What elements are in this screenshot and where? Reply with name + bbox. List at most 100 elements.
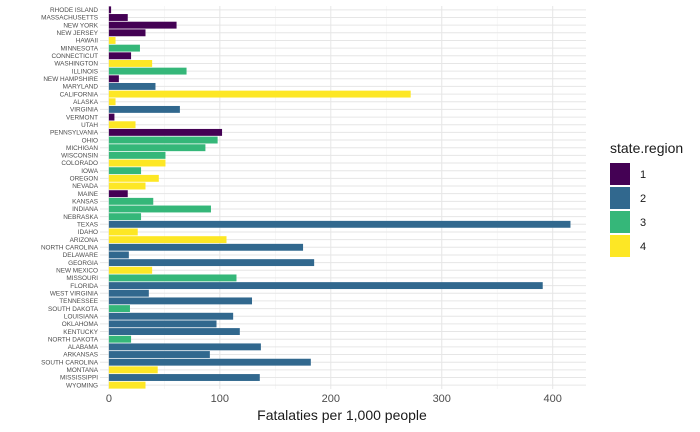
category-label: HAWAII bbox=[76, 38, 98, 45]
bar-maine bbox=[108, 190, 128, 198]
bar-arizona bbox=[108, 236, 227, 244]
bar-south-dakota bbox=[108, 305, 130, 313]
bar-utah bbox=[108, 121, 136, 129]
legend-label: 3 bbox=[640, 217, 646, 229]
legend-items: 1 2 3 4 bbox=[610, 163, 646, 257]
category-label: COLORADO bbox=[61, 160, 98, 167]
category-label: KENTUCKY bbox=[63, 329, 99, 336]
category-label: NEW JERSEY bbox=[56, 30, 98, 37]
legend-swatch bbox=[610, 235, 630, 257]
bar-rhode-island bbox=[108, 6, 112, 14]
category-label: TEXAS bbox=[77, 222, 98, 229]
bar-montana bbox=[108, 366, 158, 374]
bar-tennessee bbox=[108, 297, 253, 305]
category-label: MISSISSIPPI bbox=[60, 375, 98, 382]
bar-wyoming bbox=[108, 381, 146, 389]
bar-massachusetts bbox=[108, 14, 128, 21]
category-label: OREGON bbox=[70, 176, 99, 183]
bar-nebraska bbox=[108, 213, 142, 221]
bar-missouri bbox=[108, 274, 237, 282]
bar-arkansas bbox=[108, 351, 210, 358]
bar-connecticut bbox=[108, 52, 132, 60]
bar-iowa bbox=[108, 167, 142, 175]
category-label: IDAHO bbox=[78, 229, 98, 236]
category-label: CALIFORNIA bbox=[60, 91, 99, 98]
bar-kentucky bbox=[108, 328, 240, 335]
category-label: NORTH DAKOTA bbox=[48, 336, 99, 343]
bar-minnesota bbox=[108, 44, 140, 52]
category-label: NEVADA bbox=[72, 183, 99, 190]
legend: state.region 1 2 3 4 bbox=[610, 140, 683, 257]
category-label: WASHINGTON bbox=[54, 61, 98, 68]
bar-ohio bbox=[108, 136, 218, 144]
bar-south-carolina bbox=[108, 358, 311, 366]
category-label: MARYLAND bbox=[63, 84, 99, 91]
category-label: ILLINOIS bbox=[72, 68, 98, 75]
bar-vermont bbox=[108, 113, 115, 121]
bar-oregon bbox=[108, 174, 159, 182]
legend-swatch bbox=[610, 163, 630, 185]
category-label: KANSAS bbox=[72, 199, 98, 206]
bar-new-mexico bbox=[108, 266, 153, 274]
bar-indiana bbox=[108, 205, 211, 213]
category-label: UTAH bbox=[81, 122, 98, 129]
bar-illinois bbox=[108, 67, 187, 75]
bar-hawaii bbox=[108, 37, 116, 44]
legend-swatch bbox=[610, 187, 630, 209]
bar-texas bbox=[108, 220, 571, 228]
category-label: WEST VIRGINIA bbox=[50, 290, 99, 297]
category-label: DELAWARE bbox=[63, 252, 98, 259]
x-tick-label: 100 bbox=[211, 393, 229, 405]
x-axis-tick-labels: 0 100 200 300 400 bbox=[106, 393, 562, 405]
legend-label: 4 bbox=[640, 241, 646, 253]
bar-maryland bbox=[108, 82, 156, 90]
bar-alabama bbox=[108, 343, 261, 351]
bar-florida bbox=[108, 282, 543, 290]
category-label: MAINE bbox=[78, 191, 98, 198]
category-label: ARIZONA bbox=[70, 237, 99, 244]
legend-title: state.region bbox=[610, 140, 683, 156]
category-label: VERMONT bbox=[66, 114, 98, 121]
bar-north-dakota bbox=[108, 335, 132, 343]
bar-new-hampshire bbox=[108, 75, 119, 83]
bar-virginia bbox=[108, 105, 180, 113]
bar-louisiana bbox=[108, 312, 234, 320]
category-label: SOUTH CAROLINA bbox=[41, 359, 99, 366]
category-label: NEW YORK bbox=[63, 22, 98, 29]
bar-colorado bbox=[108, 159, 166, 167]
category-label: OKLAHOMA bbox=[62, 321, 99, 328]
category-label: FLORIDA bbox=[70, 283, 98, 290]
x-axis-title: Fatalaties per 1,000 people bbox=[257, 407, 427, 423]
bar-alaska bbox=[108, 98, 116, 106]
category-label: WISCONSIN bbox=[61, 153, 98, 160]
category-label: VIRGINIA bbox=[70, 107, 99, 114]
bar-kansas bbox=[108, 197, 154, 205]
category-label: MICHIGAN bbox=[66, 145, 98, 152]
legend-label: 2 bbox=[640, 193, 646, 205]
category-label: RHODE ISLAND bbox=[50, 7, 98, 14]
bar-california bbox=[108, 90, 411, 98]
category-label: OHIO bbox=[82, 137, 98, 144]
bar-west-virginia bbox=[108, 289, 149, 297]
bar-mississippi bbox=[108, 374, 260, 381]
category-label: ARKANSAS bbox=[63, 352, 98, 359]
bar-michigan bbox=[108, 144, 206, 152]
grid-lines bbox=[100, 6, 586, 389]
category-label: ALASKA bbox=[73, 99, 99, 106]
bar-delaware bbox=[108, 251, 129, 259]
category-label: NORTH CAROLINA bbox=[41, 244, 99, 251]
bar-georgia bbox=[108, 259, 315, 267]
bar-north-carolina bbox=[108, 243, 304, 251]
bar-washington bbox=[108, 60, 153, 67]
bar-nevada bbox=[108, 182, 146, 190]
category-label: IOWA bbox=[81, 168, 99, 175]
category-label: ALABAMA bbox=[68, 344, 99, 351]
category-label: GEORGIA bbox=[68, 260, 99, 267]
category-label: MONTANA bbox=[67, 367, 99, 374]
bar-pennsylvania bbox=[108, 128, 223, 136]
category-label: WYOMING bbox=[66, 382, 98, 389]
x-tick-label: 0 bbox=[106, 393, 112, 405]
bar-oklahoma bbox=[108, 320, 217, 328]
